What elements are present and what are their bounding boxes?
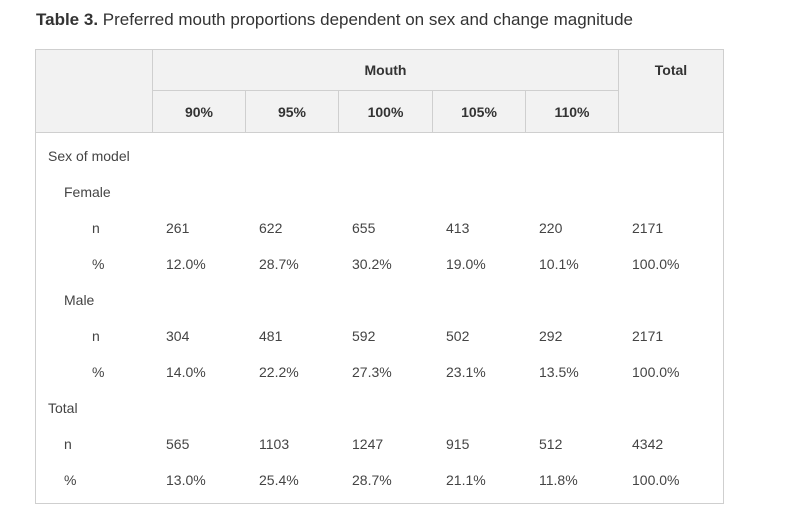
table-cell: 100.0% [632,256,680,272]
table-cell: 28.7% [352,472,392,488]
header-divider [152,90,619,91]
header-divider [245,91,246,132]
table-cell: 23.1% [446,364,486,380]
header-divider [152,50,153,132]
header-group-mouth: Mouth [364,62,407,78]
table-cell: 25.4% [259,472,299,488]
row-label-percent: % [64,472,77,488]
table-cell: 502 [446,328,470,344]
table-cell: 220 [539,220,563,236]
row-label-male: Male [64,292,95,308]
table-cell: 261 [166,220,190,236]
header-divider [338,91,339,132]
header-divider [618,50,619,91]
column-header-110: 110% [554,103,590,120]
table-cell: 21.1% [446,472,486,488]
table-cell: 22.2% [259,364,299,380]
row-label-percent: % [92,364,105,380]
header-total: Total [654,62,688,78]
table-cell: 592 [352,328,376,344]
table-cell: 1247 [352,436,384,452]
header-divider [618,91,619,132]
column-header-105: 105% [461,103,497,120]
table-cell: 1103 [259,436,290,452]
row-label-total: Total [48,400,78,416]
table-cell: 565 [166,436,190,452]
row-label-n: n [92,328,100,344]
data-table: Mouth Total 90% 95% 100% 105% 110% Sex o… [35,49,724,504]
column-header-95: 95% [277,103,307,120]
column-header-90: 90% [184,103,214,120]
column-header-100: 100% [367,103,404,120]
row-label-percent: % [92,256,105,272]
table-cell: 19.0% [446,256,486,272]
row-label-n: n [92,220,100,236]
table-cell: 13.0% [166,472,206,488]
table-cell: 12.0% [166,256,206,272]
table-caption: Table 3. Preferred mouth proportions dep… [36,10,633,30]
header-divider [432,91,433,132]
header-divider [525,91,526,132]
table-cell: 915 [446,436,470,452]
table-cell: 10.1% [539,256,579,272]
table-cell: 622 [259,220,283,236]
table-cell: 100.0% [632,472,680,488]
table-cell: 27.3% [352,364,392,380]
table-cell: 481 [259,328,283,344]
table-cell: 14.0% [166,364,206,380]
table-caption-label: Table 3. [36,10,99,29]
table-cell: 100.0% [632,364,680,380]
row-label-n: n [64,436,72,452]
row-label-female: Female [64,184,111,200]
table-cell: 413 [446,220,470,236]
table-cell: 11.8% [539,472,578,488]
table-cell: 28.7% [259,256,299,272]
table-caption-text: Preferred mouth proportions dependent on… [102,10,633,29]
table-cell: 4342 [632,436,664,452]
table-cell: 292 [539,328,563,344]
table-cell: 512 [539,436,563,452]
table-cell: 2171 [632,328,664,344]
table-cell: 13.5% [539,364,579,380]
table-cell: 2171 [632,220,664,236]
table-cell: 655 [352,220,376,236]
table-cell: 304 [166,328,190,344]
table-cell: 30.2% [352,256,392,272]
table-header: Mouth Total 90% 95% 100% 105% 110% [36,50,723,133]
row-label-sex-of-model: Sex of model [48,148,130,164]
